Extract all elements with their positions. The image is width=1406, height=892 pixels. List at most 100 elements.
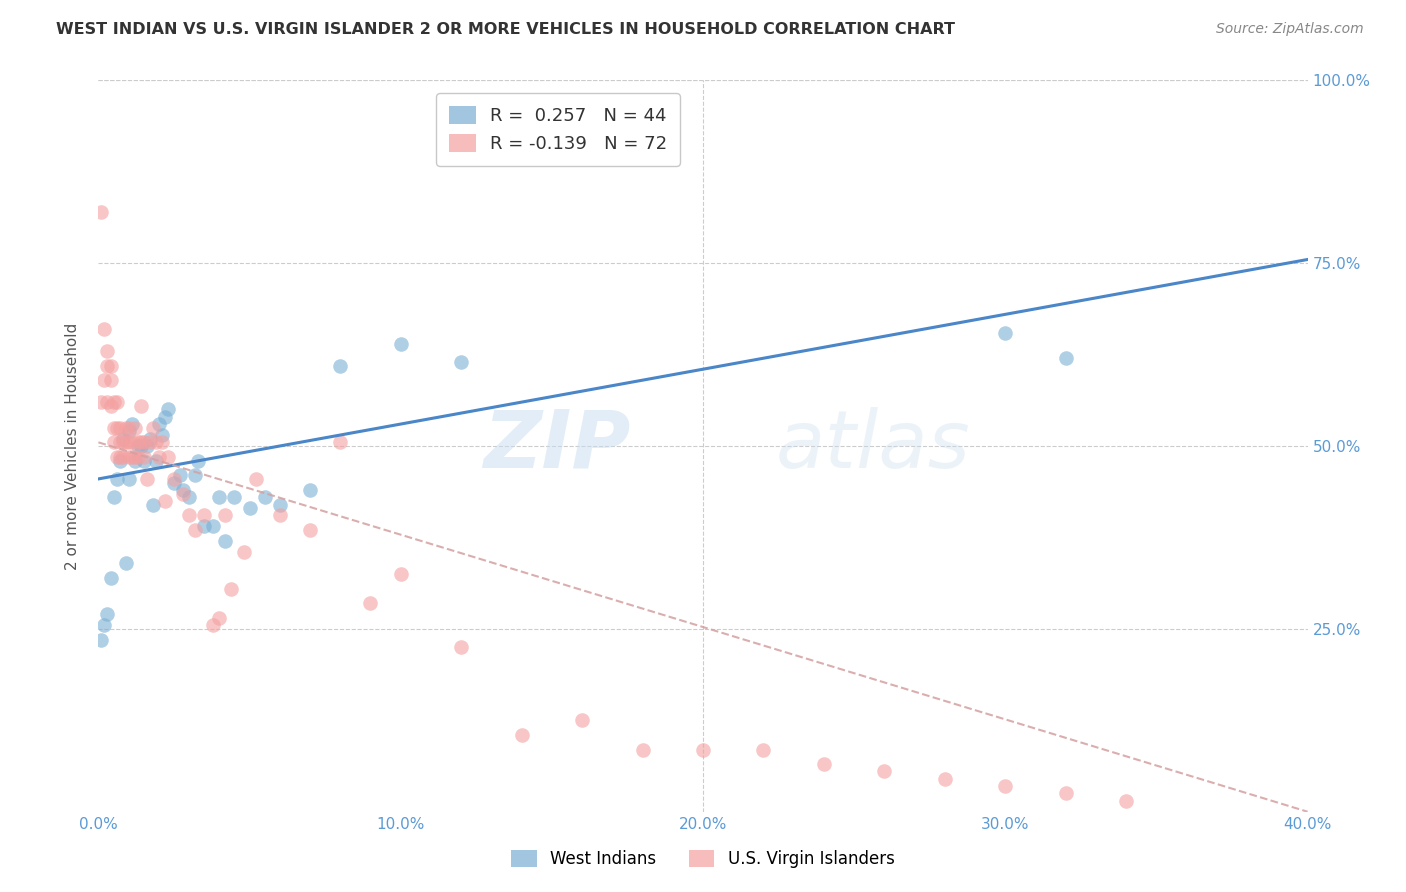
Point bbox=[96, 359, 118, 373]
Point bbox=[179, 490, 201, 504]
Point bbox=[1054, 351, 1077, 366]
Point bbox=[100, 359, 122, 373]
Text: Source: ZipAtlas.com: Source: ZipAtlas.com bbox=[1216, 22, 1364, 37]
Point bbox=[269, 498, 291, 512]
Point bbox=[153, 494, 176, 508]
Point bbox=[135, 472, 157, 486]
Point bbox=[179, 508, 201, 523]
Point bbox=[118, 421, 141, 435]
Point bbox=[111, 432, 134, 446]
Point bbox=[813, 757, 835, 772]
Point bbox=[90, 395, 112, 409]
Point bbox=[124, 450, 146, 464]
Point bbox=[108, 421, 131, 435]
Point bbox=[127, 435, 149, 450]
Point bbox=[245, 472, 267, 486]
Point bbox=[202, 618, 225, 632]
Point bbox=[934, 772, 956, 786]
Point bbox=[145, 435, 167, 450]
Point bbox=[571, 714, 593, 728]
Point bbox=[103, 421, 125, 435]
Point bbox=[172, 483, 194, 497]
Point bbox=[96, 607, 118, 622]
Point bbox=[118, 472, 141, 486]
Point bbox=[163, 475, 186, 490]
Point bbox=[114, 435, 136, 450]
Point bbox=[103, 395, 125, 409]
Point bbox=[994, 779, 1017, 793]
Point bbox=[389, 336, 412, 351]
Point bbox=[142, 421, 165, 435]
Point bbox=[100, 571, 122, 585]
Point bbox=[105, 421, 128, 435]
Point bbox=[208, 490, 231, 504]
Point bbox=[103, 435, 125, 450]
Point bbox=[129, 399, 152, 413]
Point bbox=[90, 205, 112, 219]
Point bbox=[510, 728, 533, 742]
Point bbox=[184, 523, 207, 537]
Point bbox=[111, 435, 134, 450]
Point bbox=[118, 435, 141, 450]
Point bbox=[129, 439, 152, 453]
Point bbox=[232, 545, 254, 559]
Point bbox=[127, 439, 149, 453]
Point bbox=[132, 453, 155, 467]
Point bbox=[121, 450, 143, 464]
Point bbox=[108, 450, 131, 464]
Point bbox=[127, 450, 149, 464]
Point bbox=[187, 453, 209, 467]
Point bbox=[111, 450, 134, 464]
Y-axis label: 2 or more Vehicles in Household: 2 or more Vehicles in Household bbox=[65, 322, 80, 570]
Point bbox=[150, 435, 173, 450]
Point bbox=[184, 468, 207, 483]
Point bbox=[752, 742, 775, 756]
Text: ZIP: ZIP bbox=[484, 407, 630, 485]
Point bbox=[1115, 794, 1137, 808]
Point bbox=[100, 399, 122, 413]
Point bbox=[93, 322, 115, 336]
Point bbox=[108, 435, 131, 450]
Point bbox=[1054, 787, 1077, 801]
Text: atlas: atlas bbox=[776, 407, 970, 485]
Point bbox=[692, 742, 714, 756]
Point bbox=[148, 450, 170, 464]
Point bbox=[193, 508, 215, 523]
Point bbox=[873, 764, 896, 779]
Point bbox=[153, 409, 176, 424]
Point bbox=[299, 483, 322, 497]
Point bbox=[208, 611, 231, 625]
Point bbox=[100, 373, 122, 387]
Point bbox=[142, 498, 165, 512]
Point bbox=[214, 508, 236, 523]
Point bbox=[631, 742, 654, 756]
Point bbox=[163, 472, 186, 486]
Point bbox=[105, 450, 128, 464]
Point bbox=[150, 428, 173, 442]
Point bbox=[450, 640, 472, 655]
Point bbox=[139, 435, 162, 450]
Point bbox=[114, 421, 136, 435]
Point bbox=[329, 435, 352, 450]
Point bbox=[239, 501, 262, 516]
Point bbox=[269, 508, 291, 523]
Point bbox=[450, 355, 472, 369]
Point bbox=[148, 417, 170, 431]
Point bbox=[253, 490, 276, 504]
Point bbox=[129, 435, 152, 450]
Point bbox=[90, 632, 112, 647]
Point bbox=[145, 453, 167, 467]
Point bbox=[105, 395, 128, 409]
Text: WEST INDIAN VS U.S. VIRGIN ISLANDER 2 OR MORE VEHICLES IN HOUSEHOLD CORRELATION : WEST INDIAN VS U.S. VIRGIN ISLANDER 2 OR… bbox=[56, 22, 955, 37]
Point bbox=[103, 490, 125, 504]
Point bbox=[360, 596, 382, 610]
Point bbox=[118, 450, 141, 464]
Point bbox=[124, 421, 146, 435]
Point bbox=[193, 519, 215, 533]
Point bbox=[105, 472, 128, 486]
Point bbox=[121, 417, 143, 431]
Point bbox=[93, 618, 115, 632]
Point bbox=[108, 453, 131, 467]
Point bbox=[114, 556, 136, 570]
Point bbox=[299, 523, 322, 537]
